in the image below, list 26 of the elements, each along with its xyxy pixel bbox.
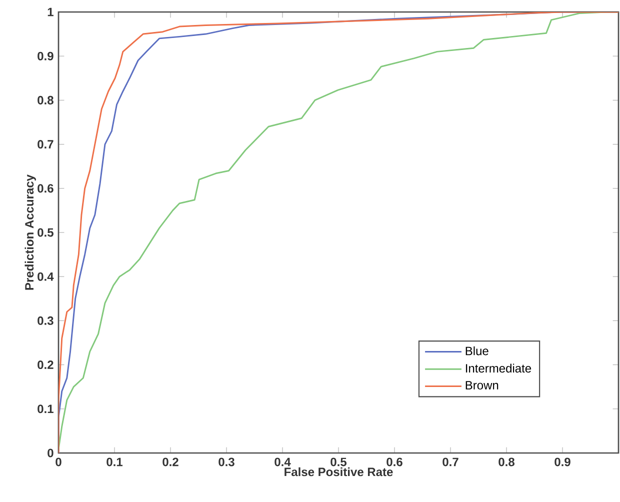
y-tick-label: 0.8 (38, 96, 54, 104)
x-tick-label: 0.5 (330, 458, 347, 466)
y-tick-label: 1 (48, 8, 54, 16)
y-tick-label: 0.1 (38, 404, 54, 414)
y-tick-label: 0 (48, 448, 54, 458)
legend-label: Brown (466, 381, 498, 390)
legend-label: Blue (466, 346, 488, 356)
y-tick-label: 0.3 (38, 316, 54, 325)
y-axis-title: Prediction Accuracy (24, 174, 36, 290)
x-tick-label: 0.2 (162, 458, 178, 466)
y-tick-label: 0.4 (38, 272, 54, 281)
y-tick-label: 0.6 (38, 184, 54, 193)
y-tick-label: 0.5 (38, 228, 54, 237)
x-axis-title: False Positive Rate (284, 467, 393, 476)
legend-label: Intermediate (466, 364, 532, 373)
x-tick-label: 0.3 (218, 458, 234, 466)
x-tick-label: 0 (56, 458, 62, 466)
y-tick-label: 0.2 (38, 360, 54, 370)
y-tick-label: 0.9 (38, 52, 54, 60)
x-tick-label: 0.1 (106, 458, 123, 466)
y-tick-label: 0.7 (38, 140, 54, 149)
x-tick-label: 0.9 (554, 458, 570, 466)
x-tick-label: 0.7 (442, 458, 458, 466)
x-tick-label: 0.6 (386, 458, 402, 466)
x-tick-label: 0.8 (498, 458, 514, 466)
x-tick-label: 0.4 (274, 458, 291, 466)
